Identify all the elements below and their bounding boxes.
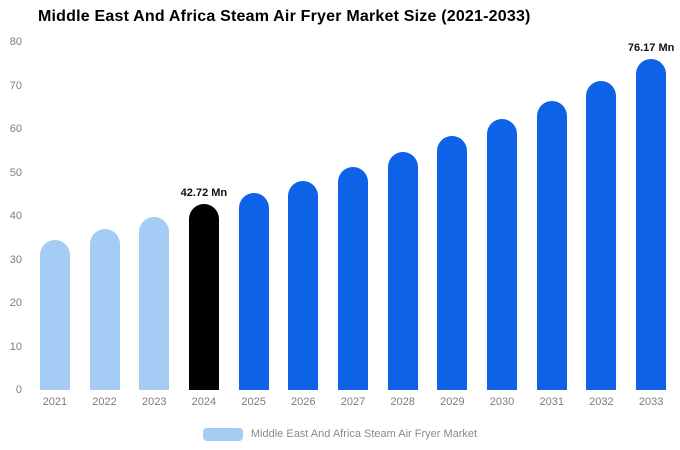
bar-2030[interactable] (487, 119, 518, 390)
bar-2024[interactable] (188, 204, 219, 390)
bar-2026[interactable] (288, 180, 319, 390)
bar-group (30, 42, 80, 390)
legend-swatch-icon (202, 427, 243, 441)
bar-2032[interactable] (586, 81, 617, 390)
bar-group (278, 42, 328, 390)
chart-title: Middle East And Africa Steam Air Fryer M… (38, 8, 531, 25)
y-tick-label: 70 (9, 79, 22, 92)
bar-group (527, 42, 577, 390)
bar-value-label: 42.72 Mn (180, 187, 228, 200)
bar-group (378, 42, 428, 390)
bar-2033[interactable] (636, 58, 667, 390)
bar-2025[interactable] (238, 193, 269, 390)
bar-group: 42.72 Mn (179, 42, 229, 390)
bar-group (129, 42, 179, 390)
x-axis-label: 2033 (638, 396, 664, 408)
bar-group (577, 42, 627, 390)
y-tick-label: 30 (9, 253, 22, 266)
x-axis-label: 2024 (191, 396, 217, 408)
bar-group (328, 42, 378, 390)
x-axis-label: 2032 (589, 396, 614, 408)
bar-2021[interactable] (39, 239, 70, 390)
bar-2031[interactable] (536, 101, 567, 390)
plot-area: 42.72 Mn 76.17 Mn (30, 42, 676, 390)
x-axis-label: 2026 (291, 396, 316, 408)
bar-group (229, 42, 279, 390)
legend[interactable]: Middle East And Africa Steam Air Fryer M… (0, 424, 680, 444)
bar-2027[interactable] (337, 166, 368, 390)
x-axis-label: 2029 (440, 396, 465, 408)
x-axis-label: 2031 (539, 396, 564, 408)
bar-2028[interactable] (387, 152, 418, 390)
x-axis-label: 2025 (241, 396, 266, 408)
bar-2029[interactable] (437, 136, 468, 390)
y-tick-label: 40 (9, 210, 22, 222)
bar-2022[interactable] (89, 228, 120, 390)
y-tick-label: 20 (9, 297, 22, 309)
x-axis-label: 2030 (489, 396, 515, 408)
y-tick-label: 60 (9, 123, 22, 135)
x-axis-label: 2021 (42, 396, 68, 408)
y-axis: 0 10 20 30 40 50 60 70 80 (0, 36, 26, 396)
y-tick-label: 50 (9, 166, 22, 179)
bar-value-label: 76.17 Mn (627, 41, 675, 54)
x-axis-label: 2027 (340, 396, 366, 408)
x-axis: 2021 2022 2023 2024 2025 2026 2027 2028 2029 2030… (30, 396, 676, 408)
legend-label: Middle East And Africa Steam Air Fryer M… (250, 428, 478, 440)
bar-group (428, 42, 478, 390)
bar-group (477, 42, 527, 390)
x-axis-label: 2023 (141, 396, 167, 408)
y-tick-label: 0 (15, 384, 22, 396)
x-axis-label: 2022 (92, 396, 117, 408)
bar-2023[interactable] (139, 217, 170, 390)
y-tick-label: 10 (9, 340, 22, 353)
y-tick-label: 80 (9, 36, 22, 48)
bar-group: 76.17 Mn (626, 42, 676, 390)
bar-group (80, 42, 130, 390)
x-axis-label: 2028 (390, 396, 415, 408)
